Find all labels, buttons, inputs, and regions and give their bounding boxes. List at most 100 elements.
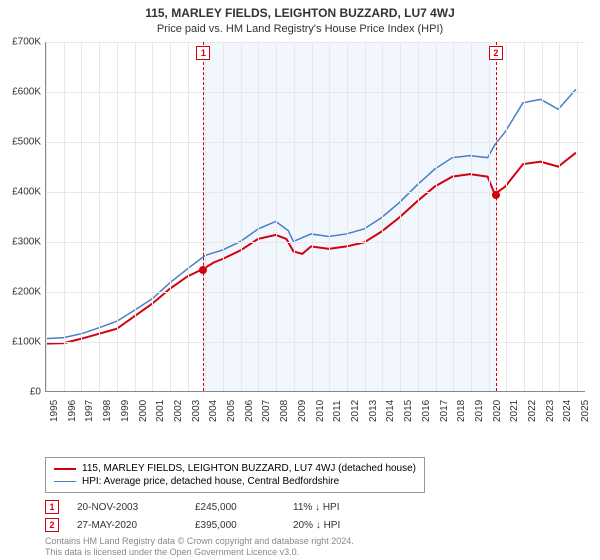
gridline-v: [524, 42, 525, 391]
gridline-v: [506, 42, 507, 391]
x-tick-label: 2022: [527, 400, 538, 422]
gridline-h: [46, 192, 585, 193]
x-tick-label: 2012: [350, 400, 361, 422]
gridline-v: [135, 42, 136, 391]
gridline-v: [276, 42, 277, 391]
x-tick-label: 2017: [439, 400, 450, 422]
x-tick-label: 2020: [492, 400, 503, 422]
chart-subtitle: Price paid vs. HM Land Registry's House …: [0, 20, 600, 41]
gridline-h: [46, 292, 585, 293]
x-tick-label: 1999: [120, 400, 131, 422]
x-tick-label: 2004: [208, 400, 219, 422]
gridline-v: [453, 42, 454, 391]
gridline-v: [170, 42, 171, 391]
y-tick-label: £200K: [1, 287, 41, 298]
x-tick-label: 2006: [244, 400, 255, 422]
gridline-v: [258, 42, 259, 391]
sale-diff-vs-hpi: 20% ↓ HPI: [293, 520, 373, 531]
y-tick-label: £500K: [1, 137, 41, 148]
gridline-v: [329, 42, 330, 391]
legend-swatch-hpi: [54, 481, 76, 482]
y-tick-label: £600K: [1, 87, 41, 98]
y-tick-label: £300K: [1, 237, 41, 248]
x-tick-label: 2015: [403, 400, 414, 422]
gridline-v: [559, 42, 560, 391]
gridline-v: [117, 42, 118, 391]
x-tick-label: 2007: [261, 400, 272, 422]
gridline-v: [489, 42, 490, 391]
legend-item-hpi: HPI: Average price, detached house, Cent…: [54, 475, 416, 488]
gridline-v: [241, 42, 242, 391]
x-tick-label: 2005: [226, 400, 237, 422]
x-tick-label: 2023: [545, 400, 556, 422]
x-tick-label: 2025: [580, 400, 591, 422]
legend-label-property: 115, MARLEY FIELDS, LEIGHTON BUZZARD, LU…: [82, 463, 416, 474]
sale-price: £245,000: [195, 502, 275, 513]
y-tick-label: £100K: [1, 337, 41, 348]
sale-row: 1 20-NOV-2003 £245,000 11% ↓ HPI: [45, 498, 373, 516]
sale-date: 27-MAY-2020: [77, 520, 177, 531]
sale-marker-line: [496, 42, 497, 391]
gridline-v: [365, 42, 366, 391]
gridline-h: [46, 342, 585, 343]
gridline-v: [312, 42, 313, 391]
gridline-v: [471, 42, 472, 391]
sale-marker-line: [203, 42, 204, 391]
sale-row-badge: 2: [45, 518, 59, 532]
sale-marker-dot: [492, 191, 500, 199]
gridline-v: [294, 42, 295, 391]
gridline-v: [400, 42, 401, 391]
chart-title: 115, MARLEY FIELDS, LEIGHTON BUZZARD, LU…: [0, 0, 600, 20]
chart-container: 115, MARLEY FIELDS, LEIGHTON BUZZARD, LU…: [0, 0, 600, 560]
x-tick-label: 2011: [332, 400, 343, 422]
gridline-h: [46, 92, 585, 93]
x-tick-label: 2014: [385, 400, 396, 422]
gridline-v: [81, 42, 82, 391]
y-tick-label: £400K: [1, 187, 41, 198]
line-series-svg: [46, 42, 585, 391]
x-tick-label: 2000: [138, 400, 149, 422]
gridline-v: [542, 42, 543, 391]
gridline-v: [418, 42, 419, 391]
gridline-h: [46, 142, 585, 143]
gridline-v: [64, 42, 65, 391]
sale-date: 20-NOV-2003: [77, 502, 177, 513]
gridline-h: [46, 42, 585, 43]
sale-row: 2 27-MAY-2020 £395,000 20% ↓ HPI: [45, 516, 373, 534]
x-tick-label: 1996: [67, 400, 78, 422]
chart-outer: £0£100K£200K£300K£400K£500K£600K£700K12 …: [45, 42, 585, 422]
x-tick-label: 1995: [49, 400, 60, 422]
gridline-v: [382, 42, 383, 391]
x-tick-label: 2024: [562, 400, 573, 422]
sale-row-badge: 1: [45, 500, 59, 514]
x-tick-label: 2010: [315, 400, 326, 422]
legend-label-hpi: HPI: Average price, detached house, Cent…: [82, 476, 339, 487]
sales-table: 1 20-NOV-2003 £245,000 11% ↓ HPI 2 27-MAY-202…: [45, 498, 373, 534]
x-tick-label: 2018: [456, 400, 467, 422]
gridline-v: [436, 42, 437, 391]
sale-price: £395,000: [195, 520, 275, 531]
legend-item-property: 115, MARLEY FIELDS, LEIGHTON BUZZARD, LU…: [54, 462, 416, 475]
plot-area: £0£100K£200K£300K£400K£500K£600K£700K12: [45, 42, 585, 392]
sale-marker-badge: 2: [489, 46, 503, 60]
x-tick-label: 1997: [84, 400, 95, 422]
gridline-v: [152, 42, 153, 391]
footer-attribution: Contains HM Land Registry data © Crown c…: [45, 536, 354, 558]
sale-marker-badge: 1: [196, 46, 210, 60]
x-tick-label: 2009: [297, 400, 308, 422]
legend-box: 115, MARLEY FIELDS, LEIGHTON BUZZARD, LU…: [45, 457, 425, 493]
x-tick-label: 2016: [421, 400, 432, 422]
legend-swatch-property: [54, 468, 76, 470]
x-tick-label: 2021: [509, 400, 520, 422]
y-tick-label: £0: [1, 387, 41, 398]
footer-line-1: Contains HM Land Registry data © Crown c…: [45, 536, 354, 547]
gridline-v: [99, 42, 100, 391]
gridline-v: [205, 42, 206, 391]
sale-diff-vs-hpi: 11% ↓ HPI: [293, 502, 373, 513]
gridline-v: [188, 42, 189, 391]
gridline-v: [347, 42, 348, 391]
gridline-v: [577, 42, 578, 391]
x-tick-label: 2003: [191, 400, 202, 422]
x-tick-label: 1998: [102, 400, 113, 422]
sale-marker-dot: [199, 266, 207, 274]
